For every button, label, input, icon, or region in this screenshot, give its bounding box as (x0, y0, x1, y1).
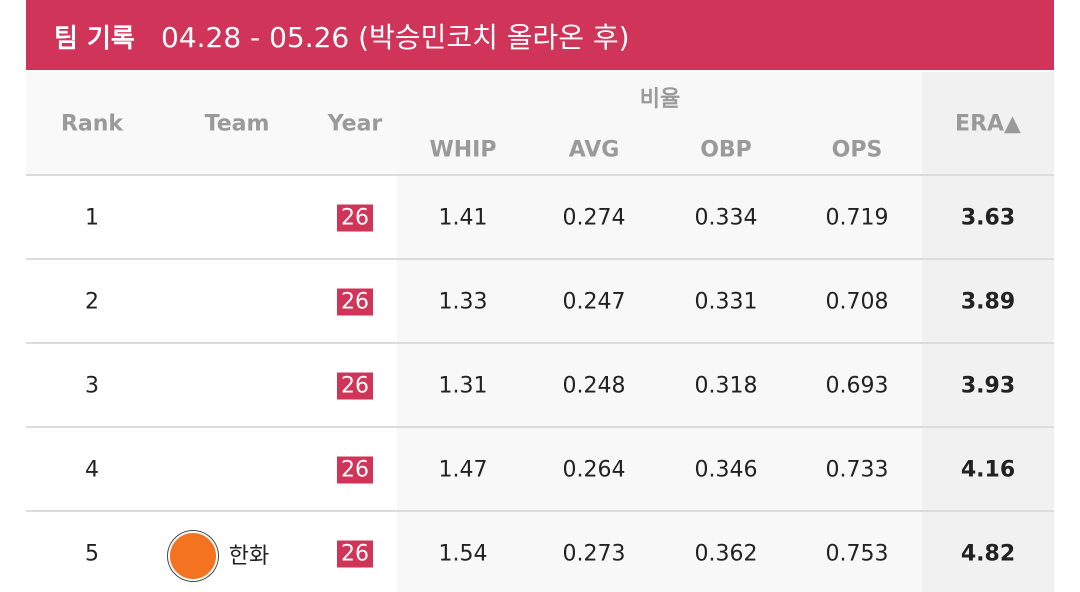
cell: 0.362 (694, 541, 758, 567)
header-bg (26, 72, 397, 175)
stats-bg (397, 72, 922, 592)
cell: 0.708 (825, 289, 889, 315)
cell: 1 (85, 205, 99, 231)
cell: 0.331 (694, 289, 758, 315)
cell: 0.248 (562, 373, 626, 399)
year-badge: 26 (337, 540, 373, 568)
cell: 1.41 (438, 205, 488, 231)
cell: 0.318 (694, 373, 758, 399)
cell: 1.47 (438, 457, 488, 483)
era-value: 3.63 (960, 205, 1016, 231)
header-title: 팀 기록 (54, 24, 135, 54)
row-divider (26, 342, 1054, 344)
column-header: Year (327, 111, 383, 137)
cell: 1.31 (438, 373, 488, 399)
column-header: WHIP (429, 137, 497, 163)
cell: 4 (85, 457, 99, 483)
cell: 5 (85, 541, 99, 567)
row-divider (26, 426, 1054, 428)
header-period: 04.28 - 05.26 (박승민코치 올라온 후) (161, 21, 630, 54)
year-badge: 26 (337, 372, 373, 400)
year-badge: 26 (337, 456, 373, 484)
cell: 2 (85, 289, 99, 315)
row-divider (26, 258, 1054, 260)
team-name: 한화 (228, 544, 270, 569)
cell: 1.33 (438, 289, 488, 315)
team-logo (168, 531, 218, 581)
era-value: 4.82 (960, 541, 1016, 567)
column-header: OBP (700, 137, 752, 163)
cell: 1.54 (438, 541, 488, 567)
cell: 0.274 (562, 205, 626, 231)
row-divider (26, 174, 1054, 176)
column-header: ERA▲ (955, 111, 1021, 137)
era-value: 3.93 (960, 373, 1016, 399)
group-header: 비율 (639, 87, 681, 112)
header-bar: 팀 기록 04.28 - 05.26 (박승민코치 올라온 후) (26, 0, 1054, 70)
column-header: Team (204, 111, 270, 137)
era-value: 3.89 (960, 289, 1016, 315)
column-header: Rank (60, 111, 124, 137)
year-badge: 26 (337, 204, 373, 232)
cell: 3 (85, 373, 99, 399)
era-value: 4.16 (960, 457, 1016, 483)
cell: 0.753 (825, 541, 889, 567)
column-header: AVG (568, 137, 620, 163)
cell: 0.346 (694, 457, 758, 483)
cell: 0.273 (562, 541, 626, 567)
cell: 0.733 (825, 457, 889, 483)
column-header: OPS (831, 137, 883, 163)
cell: 0.334 (694, 205, 758, 231)
year-badge: 26 (337, 288, 373, 316)
cell: 0.247 (562, 289, 626, 315)
cell: 0.264 (562, 457, 626, 483)
era-bg (922, 72, 1054, 592)
row-divider (26, 510, 1054, 512)
cell: 0.719 (825, 205, 889, 231)
cell: 0.693 (825, 373, 889, 399)
